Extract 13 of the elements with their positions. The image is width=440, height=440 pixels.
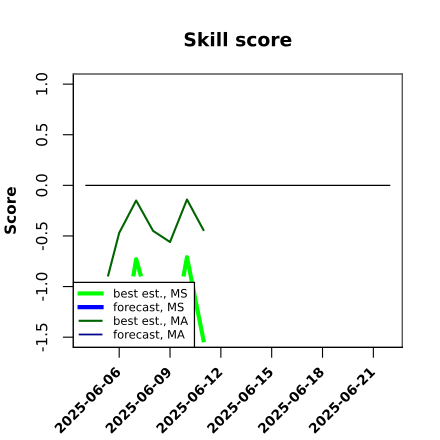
y-tick-label: -0.5 [36,222,48,250]
y-tick-label: 0.0 [36,174,48,196]
legend-label: best est., MA [114,316,188,326]
chart-title: Skill score [184,32,292,46]
legend-label: best est., MS [114,288,187,299]
line-series [106,198,205,278]
legend-label: forecast, MS [113,302,184,313]
y-tick-label: -1.5 [36,324,48,352]
y-axis-title: Score [4,187,16,234]
y-tick-label: 1.0 [36,72,48,95]
legend-label: forecast, MA [113,330,185,340]
y-tick-label: 0.5 [36,124,48,146]
y-tick-label: -1.0 [36,272,48,301]
